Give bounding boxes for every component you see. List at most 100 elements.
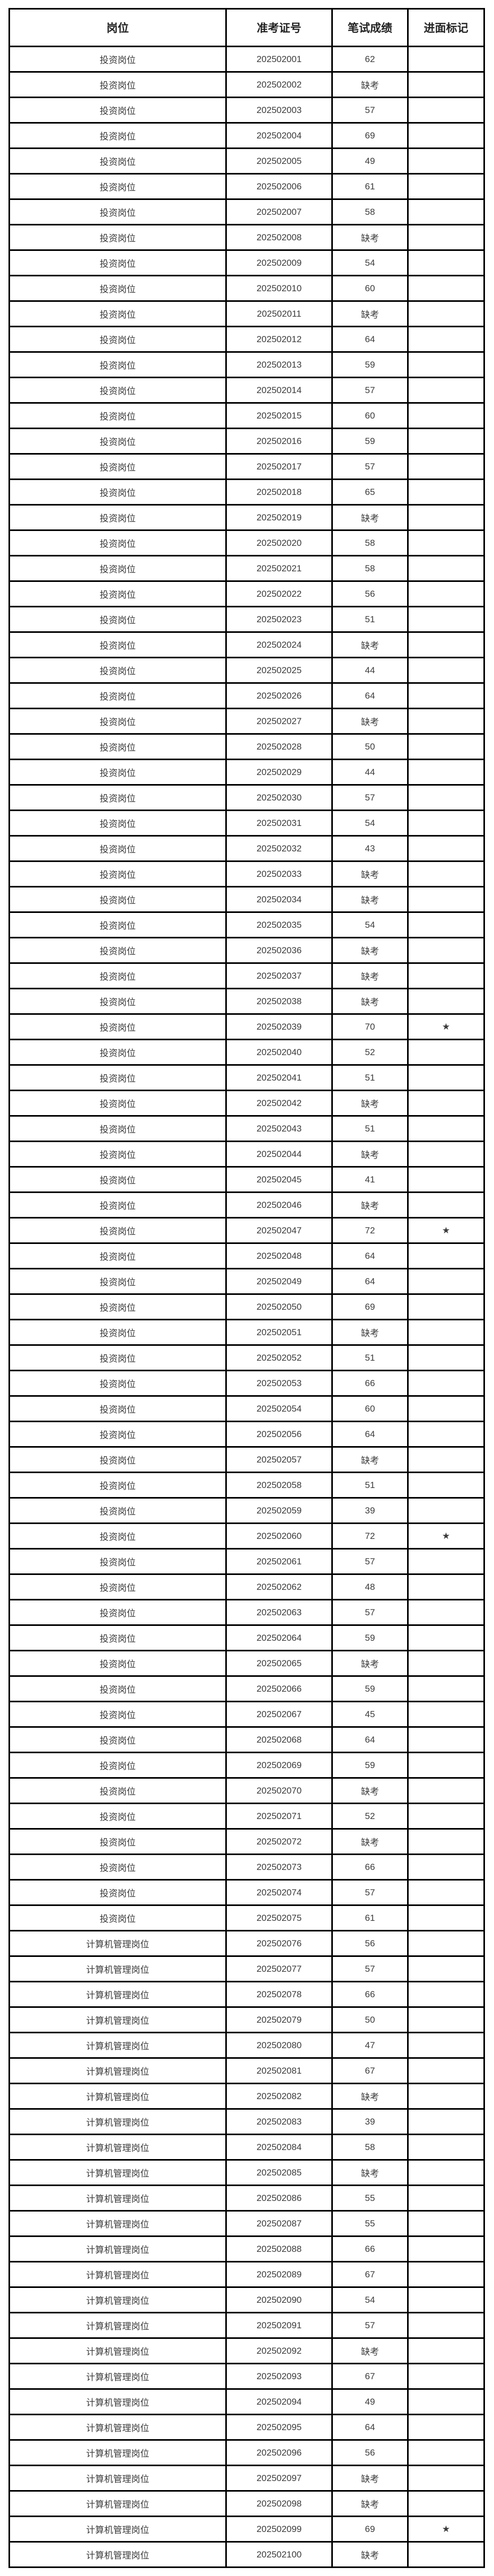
score-cell: 54 [331,2286,409,2313]
post-cell: 投资岗位 [8,1879,227,1906]
interview-mark-cell [407,784,485,811]
post-cell: 投资岗位 [8,326,227,353]
score-cell: 60 [331,1395,409,1422]
table-row: 计算机管理岗位 202502084 58 [8,2134,485,2161]
interview-mark-cell [407,1853,485,1881]
table-row: 投资岗位 202502034 缺考 [8,886,485,913]
post-cell: 投资岗位 [8,1090,227,1117]
exam-id-cell: 202502023 [225,606,333,633]
table-row: 投资岗位 202502064 59 [8,1624,485,1651]
exam-id-cell: 202502039 [225,1013,333,1040]
score-cell: 64 [331,1242,409,1269]
table-row: 投资岗位 202502062 48 [8,1573,485,1600]
exam-id-cell: 202502073 [225,1853,333,1881]
interview-mark-cell [407,326,485,353]
post-cell: 投资岗位 [8,1141,227,1168]
table-row: 投资岗位 202502074 57 [8,1879,485,1906]
table-row: 计算机管理岗位 202502086 55 [8,2185,485,2212]
score-cell: 59 [331,351,409,378]
post-cell: 投资岗位 [8,173,227,200]
post-cell: 投资岗位 [8,1573,227,1600]
post-cell: 投资岗位 [8,1777,227,1804]
exam-id-cell: 202502080 [225,2032,333,2059]
interview-mark-cell [407,1573,485,1600]
interview-mark-cell [407,377,485,404]
exam-id-cell: 202502016 [225,428,333,455]
table-row: 投资岗位 202502023 51 [8,606,485,633]
score-cell: 缺考 [331,1777,409,1804]
table-row: 投资岗位 202502040 52 [8,1039,485,1066]
score-cell: 67 [331,2057,409,2084]
post-cell: 投资岗位 [8,1726,227,1753]
score-cell: 缺考 [331,2465,409,2492]
interview-mark-cell [407,2261,485,2288]
table-row: 计算机管理岗位 202502091 57 [8,2312,485,2339]
exam-id-cell: 202502069 [225,1752,333,1779]
post-cell: 投资岗位 [8,1395,227,1422]
post-cell: 计算机管理岗位 [8,2159,227,2186]
exam-id-cell: 202502006 [225,173,333,200]
post-cell: 投资岗位 [8,1650,227,1677]
interview-mark-cell [407,606,485,633]
post-cell: 投资岗位 [8,682,227,709]
post-cell: 计算机管理岗位 [8,2541,227,2568]
score-cell: 60 [331,402,409,429]
exam-id-cell: 202502040 [225,1039,333,1066]
score-cell: 缺考 [331,2337,409,2364]
score-cell: 66 [331,2235,409,2262]
score-cell: 56 [331,2439,409,2466]
interview-mark-cell [407,1191,485,1219]
exam-id-cell: 202502061 [225,1548,333,1575]
table-row: 计算机管理岗位 202502093 67 [8,2363,485,2390]
interview-mark-cell [407,2159,485,2186]
post-cell: 投资岗位 [8,122,227,149]
score-cell: 47 [331,2032,409,2059]
table-row: 计算机管理岗位 202502079 50 [8,2006,485,2033]
table-row: 投资岗位 202502012 64 [8,326,485,353]
post-cell: 投资岗位 [8,1293,227,1320]
score-cell: 45 [331,1701,409,1728]
exam-id-cell: 202502067 [225,1701,333,1728]
post-cell: 投资岗位 [8,1319,227,1346]
table-row: 投资岗位 202502066 59 [8,1675,485,1702]
table-row: 投资岗位 202502053 66 [8,1370,485,1397]
table-body: 投资岗位 202502001 62 投资岗位 202502002 缺考 投资岗位 202502… [8,46,485,2568]
score-cell: 57 [331,1879,409,1906]
score-cell: 缺考 [331,1319,409,1346]
exam-id-cell: 202502091 [225,2312,333,2339]
table-row: 投资岗位 202502011 缺考 [8,300,485,327]
interview-mark-cell [407,1293,485,1320]
table-row: 投资岗位 202502017 57 [8,453,485,480]
post-cell: 投资岗位 [8,1624,227,1651]
table-row: 计算机管理岗位 202502099 69 ★ [8,2516,485,2543]
post-cell: 计算机管理岗位 [8,2032,227,2059]
table-row: 投资岗位 202502051 缺考 [8,1319,485,1346]
exam-id-cell: 202502057 [225,1446,333,1473]
table-row: 投资岗位 202502059 39 [8,1497,485,1524]
interview-mark-cell [407,1370,485,1397]
interview-mark-cell [407,300,485,327]
exam-id-cell: 202502088 [225,2235,333,2262]
exam-id-cell: 202502075 [225,1904,333,1931]
interview-mark-cell [407,2439,485,2466]
interview-mark-cell [407,1624,485,1651]
table-row: 投资岗位 202502072 缺考 [8,1828,485,1855]
score-cell: 58 [331,198,409,225]
interview-mark-cell [407,1904,485,1931]
post-cell: 计算机管理岗位 [8,2363,227,2390]
header-row: 岗位 准考证号 笔试成绩 进面标记 [8,8,485,47]
score-cell: 缺考 [331,2159,409,2186]
score-cell: 缺考 [331,1446,409,1473]
header-post: 岗位 [8,8,227,47]
interview-mark-cell [407,988,485,1015]
score-cell: 70 [331,1013,409,1040]
exam-id-cell: 202502065 [225,1650,333,1677]
interview-mark-cell [407,1064,485,1091]
score-cell: 58 [331,2134,409,2161]
post-cell: 计算机管理岗位 [8,2083,227,2110]
exam-id-cell: 202502083 [225,2108,333,2135]
post-cell: 投资岗位 [8,657,227,684]
header-written-score: 笔试成绩 [331,8,409,47]
table-row: 投资岗位 202502019 缺考 [8,504,485,531]
table-row: 投资岗位 202502025 44 [8,657,485,684]
